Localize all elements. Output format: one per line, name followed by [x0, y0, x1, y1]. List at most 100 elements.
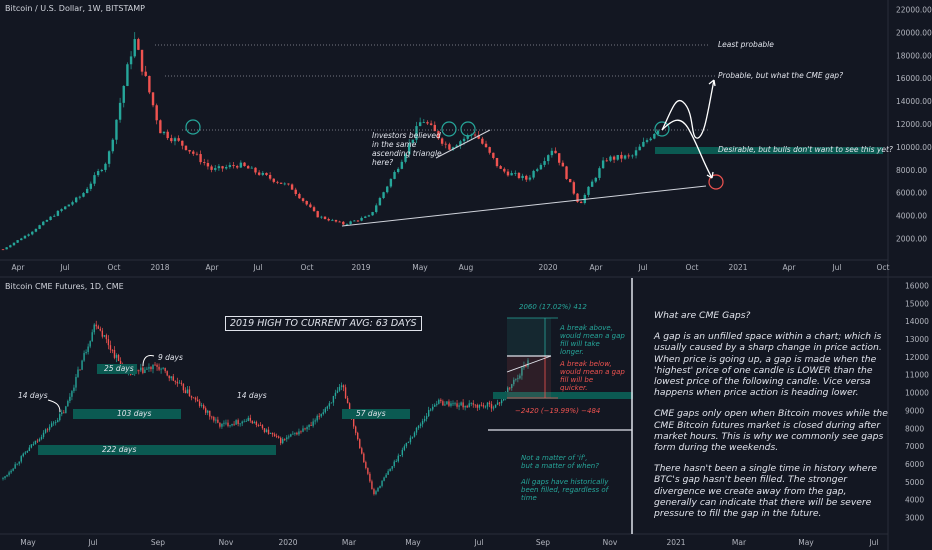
candle-body — [459, 141, 462, 146]
bottom-price-axis[interactable]: 16000 15000 14000 13000 12000 11000 10000 9000 8… — [905, 282, 929, 523]
candle-body — [448, 401, 450, 406]
candle-body — [462, 138, 466, 142]
candle-body — [221, 166, 224, 169]
candle-body — [373, 489, 375, 495]
resistance-circle-2019b — [460, 121, 476, 137]
bottom-time-tick: Sep — [536, 538, 550, 547]
top-time-tick: 2019 — [351, 263, 370, 272]
top-price-tick: 10000.00 — [896, 143, 932, 152]
candle-body — [64, 206, 67, 210]
candle-body — [361, 448, 363, 454]
candle-body — [105, 335, 108, 340]
candle-body — [527, 360, 529, 367]
candle-body — [211, 416, 213, 418]
bottom-price-tick: 11000 — [905, 371, 929, 380]
candle-body — [255, 421, 258, 425]
candle-body — [590, 181, 594, 187]
candle-body — [78, 196, 82, 198]
top-time-tick: May — [412, 263, 428, 272]
candle-body — [209, 410, 211, 417]
candle-body — [511, 384, 513, 389]
candle-body — [345, 223, 349, 225]
candle-body — [151, 92, 155, 106]
candle-body — [229, 425, 231, 427]
candle-body — [49, 216, 52, 220]
candle-body — [344, 387, 347, 399]
candle-body — [56, 210, 60, 216]
gap-box-57-label: 57 days — [356, 409, 386, 418]
candle-body — [184, 390, 187, 394]
candle-body — [31, 231, 34, 235]
candle-body — [623, 155, 627, 159]
candle-body — [430, 409, 432, 411]
candle-body — [389, 178, 393, 187]
top-candles — [1, 32, 660, 251]
candle-body — [488, 147, 491, 153]
candle-body — [645, 140, 649, 142]
candle-body — [164, 367, 166, 372]
candle-body — [452, 403, 454, 405]
bottom-price-tick: 6000 — [905, 460, 924, 469]
candle-body — [401, 449, 404, 456]
candle-body — [55, 422, 57, 424]
top-time-tick: Apr — [206, 263, 220, 272]
candle-body — [126, 64, 129, 86]
top-price-tick: 8000.00 — [896, 166, 927, 175]
candle-body — [340, 385, 343, 387]
candle-body — [142, 367, 144, 374]
top-time-tick: Jul — [252, 263, 262, 272]
gap-box-222 — [38, 445, 276, 455]
candle-body — [359, 439, 361, 449]
bottom-time-tick: 2020 — [278, 538, 297, 547]
candle-body — [395, 461, 397, 463]
candle-body — [96, 171, 100, 176]
candle-body — [38, 225, 41, 229]
candle-body — [565, 166, 568, 179]
candle-body — [137, 39, 140, 50]
candle-body — [442, 401, 444, 406]
candle-body — [426, 122, 429, 124]
candle-body — [241, 421, 243, 424]
candle-body — [513, 379, 515, 385]
probable-label: Probable, but what the CME gap? — [718, 71, 843, 80]
candle-body — [399, 455, 401, 456]
candle-body — [195, 153, 199, 155]
candle-body — [448, 144, 451, 150]
candle-body — [397, 455, 399, 462]
candle-body — [422, 122, 426, 123]
top-symbol-label[interactable]: Bitcoin / U.S. Dollar, 1W, BITSTAMP — [5, 4, 145, 13]
not-matter-1: Not a matter of 'if', — [521, 454, 587, 462]
candle-body — [1, 249, 5, 251]
candle-body — [440, 138, 444, 144]
candle-body — [292, 433, 294, 435]
resistance-circle-2020 — [654, 121, 670, 137]
candle-body — [460, 402, 462, 406]
candle-body — [95, 324, 97, 327]
top-time-axis[interactable]: Apr Jul Oct 2018 Apr Jul Oct 2019 May Aug 2020 Apr J… — [12, 263, 890, 272]
least-probable-label: Least probable — [718, 40, 774, 49]
arrow-14-days-left — [47, 399, 61, 413]
candle-body — [69, 396, 71, 402]
candle-body — [214, 168, 217, 170]
candle-body — [46, 429, 49, 431]
gap-headline: 2019 HIGH TO CURRENT AVG: 63 DAYS — [225, 316, 422, 331]
bottom-time-axis[interactable]: May Jul Sep Nov 2020 Mar May Jul Sep Nov 2021 Mar Ma… — [20, 538, 878, 547]
top-price-axis[interactable]: 22000.00 20000.00 18000.00 16000.00 14000.00… — [896, 6, 932, 244]
gap-box-57 — [342, 409, 410, 419]
candle-body — [419, 424, 422, 426]
measure-up-area — [507, 318, 551, 356]
candle-body — [286, 437, 288, 440]
candle-body — [188, 149, 191, 152]
candle-body — [152, 364, 154, 370]
candle-body — [217, 166, 221, 169]
candle-body — [382, 192, 385, 199]
candle-body — [601, 160, 605, 169]
desirable-label: Desirable, but bulls don't want to see t… — [718, 145, 893, 154]
bottom-symbol-label[interactable]: Bitcoin CME Futures, 1D, CME — [5, 282, 124, 291]
bottom-candles — [2, 320, 529, 496]
candle-body — [186, 389, 189, 394]
candle-body — [42, 221, 45, 226]
candle-body — [192, 151, 195, 154]
candle-body — [215, 419, 217, 421]
candle-body — [251, 420, 254, 424]
